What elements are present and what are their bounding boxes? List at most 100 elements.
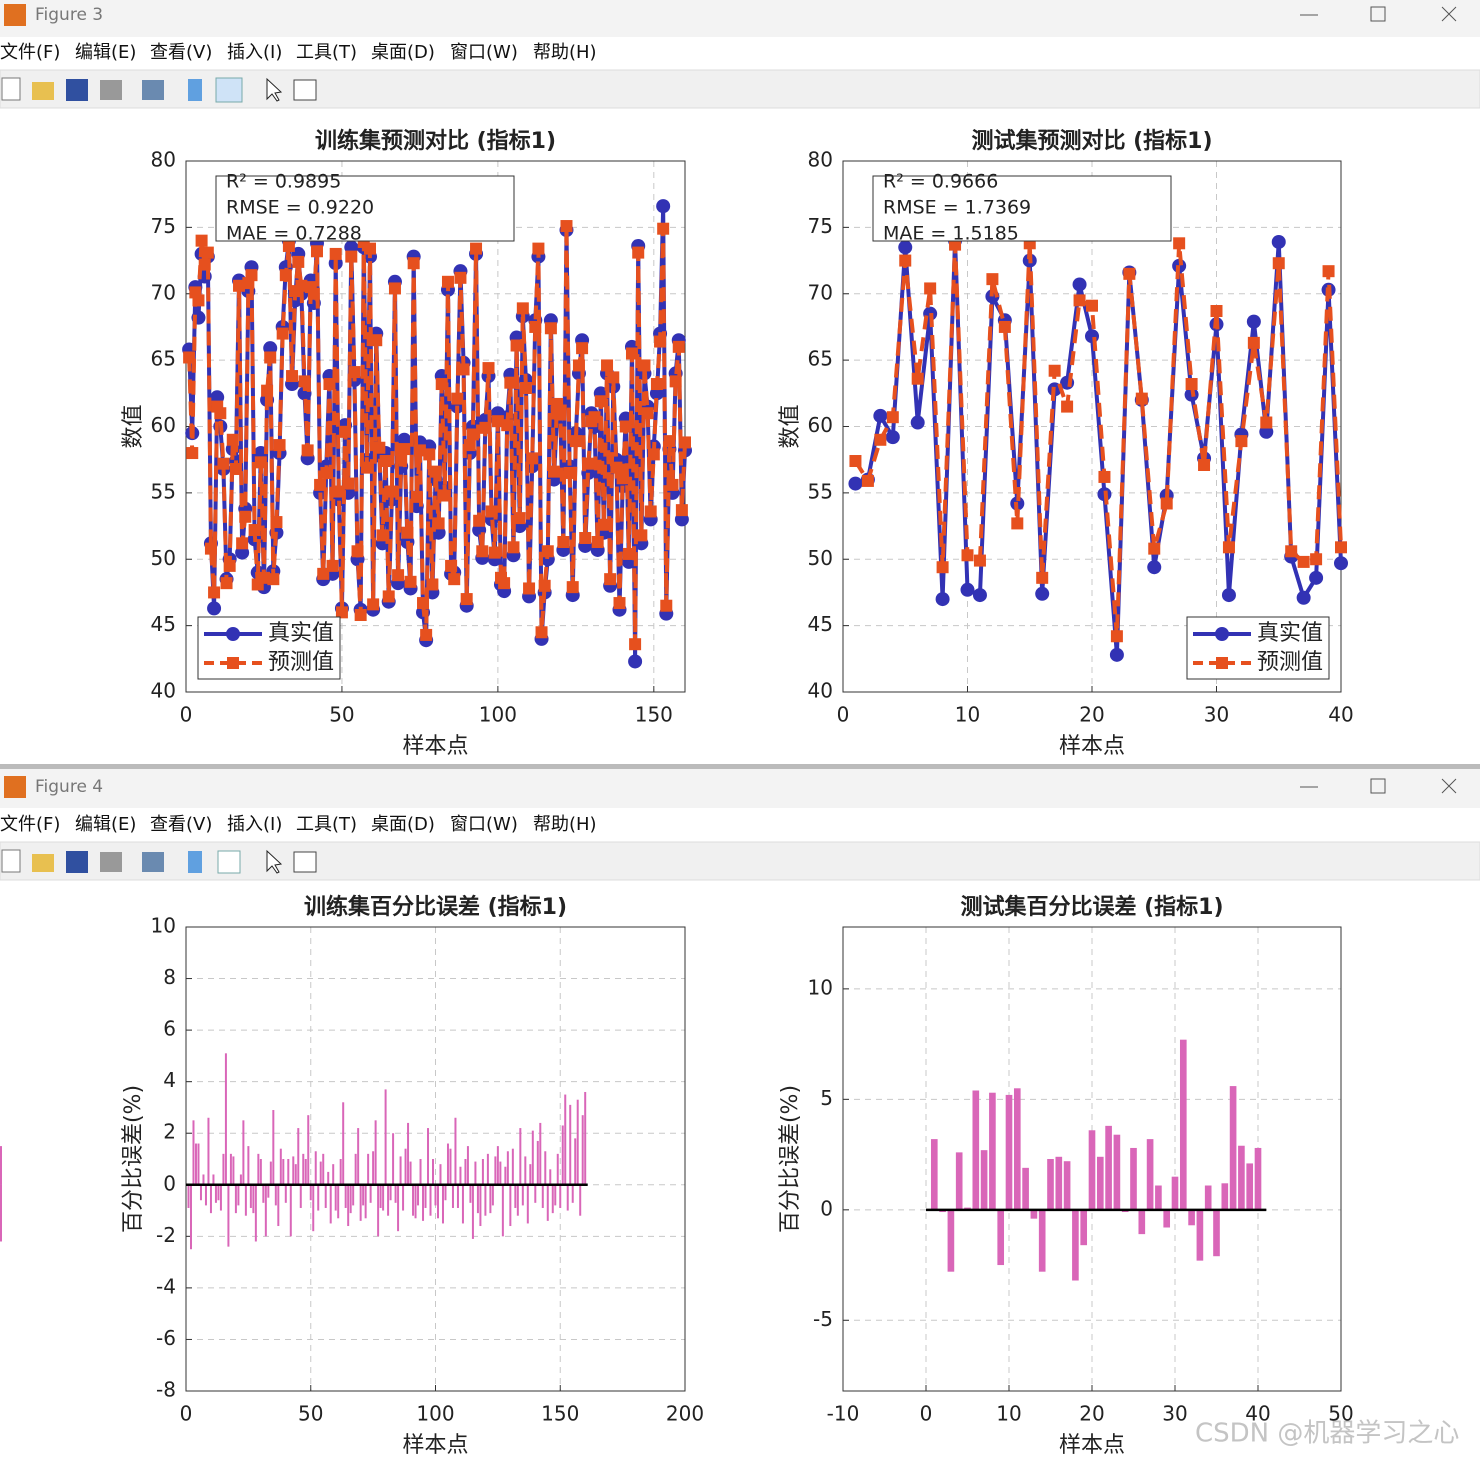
bar bbox=[279, 1148, 282, 1185]
menu-item[interactable]: 编辑(E) bbox=[75, 42, 136, 63]
marker bbox=[198, 258, 211, 271]
bar bbox=[197, 1143, 200, 1185]
tool-print[interactable] bbox=[100, 80, 122, 100]
bar bbox=[1246, 1163, 1254, 1210]
tool-print[interactable] bbox=[100, 852, 122, 872]
menu-item[interactable]: 查看(V) bbox=[150, 42, 212, 63]
bar bbox=[989, 1092, 996, 1210]
bar bbox=[0, 1151, 2, 1185]
tool-inspector[interactable] bbox=[293, 79, 317, 101]
tool-inspector[interactable] bbox=[293, 851, 317, 873]
marker bbox=[672, 340, 685, 353]
marker bbox=[214, 407, 227, 420]
menu-item[interactable]: 工具(T) bbox=[296, 814, 357, 835]
bar bbox=[1196, 1209, 1204, 1261]
marker bbox=[504, 376, 517, 389]
marker bbox=[1072, 277, 1087, 292]
bar bbox=[1146, 1139, 1154, 1210]
marker bbox=[1085, 329, 1099, 344]
tool-link[interactable] bbox=[142, 852, 164, 872]
marker bbox=[370, 334, 383, 347]
marker bbox=[201, 246, 214, 259]
menu-item[interactable]: 桌面(D) bbox=[371, 42, 435, 63]
menu-item[interactable]: 编辑(E) bbox=[75, 814, 136, 835]
marker bbox=[986, 273, 999, 286]
bar bbox=[501, 1184, 504, 1237]
window-4: Figure 4 bbox=[0, 769, 1480, 881]
tool-pointer[interactable] bbox=[266, 849, 283, 874]
tool-colorbar[interactable] bbox=[188, 851, 202, 873]
marker bbox=[632, 246, 645, 259]
tool-colorbar[interactable] bbox=[188, 79, 202, 101]
bar bbox=[1022, 1167, 1029, 1210]
x-tick-label: 0 bbox=[180, 1402, 193, 1426]
bar bbox=[432, 1159, 435, 1185]
marker bbox=[413, 444, 426, 457]
marker bbox=[276, 327, 289, 340]
bar bbox=[551, 1184, 554, 1214]
bar bbox=[1163, 1209, 1171, 1228]
menu-item[interactable]: 窗口(W) bbox=[450, 42, 518, 63]
tool-link[interactable] bbox=[142, 80, 164, 100]
y-axis-label: 数值 bbox=[778, 404, 803, 448]
bar bbox=[354, 1153, 357, 1185]
marker bbox=[910, 415, 925, 430]
bar bbox=[1013, 1088, 1021, 1210]
bar bbox=[384, 1089, 387, 1185]
x-tick-label: 150 bbox=[635, 703, 673, 727]
marker bbox=[563, 466, 576, 479]
menu-item[interactable]: 桌面(D) bbox=[371, 814, 435, 835]
tool-save[interactable] bbox=[66, 79, 88, 101]
bar bbox=[204, 1184, 207, 1206]
tool-legend[interactable] bbox=[215, 77, 243, 103]
toolbar-icons bbox=[1, 849, 317, 874]
marker bbox=[254, 456, 267, 469]
marker bbox=[207, 601, 222, 616]
marker bbox=[1260, 416, 1273, 429]
bar bbox=[1088, 1130, 1096, 1210]
tool-legend[interactable] bbox=[217, 850, 241, 874]
tool-pointer[interactable] bbox=[266, 77, 283, 102]
marker bbox=[323, 378, 336, 391]
menu-item[interactable]: 文件(F) bbox=[0, 42, 60, 63]
tool-open[interactable] bbox=[32, 854, 54, 872]
maximize[interactable] bbox=[1370, 6, 1386, 22]
marker bbox=[657, 222, 670, 235]
bar bbox=[199, 1184, 202, 1201]
marker bbox=[529, 320, 542, 333]
watermark: CSDN @机器学习之心 bbox=[1195, 1419, 1459, 1449]
tool-open[interactable] bbox=[32, 82, 54, 100]
tool-new[interactable] bbox=[1, 77, 21, 101]
marker bbox=[885, 430, 900, 445]
tool-save[interactable] bbox=[66, 851, 88, 873]
tool-new[interactable] bbox=[1, 849, 21, 873]
window-3: Figure 3 bbox=[0, 0, 1480, 109]
marker bbox=[1011, 517, 1024, 530]
close[interactable] bbox=[1441, 778, 1457, 794]
menu-item[interactable]: 文件(F) bbox=[0, 814, 60, 835]
bar bbox=[254, 1184, 257, 1242]
marker bbox=[229, 462, 242, 475]
bar bbox=[469, 1184, 472, 1203]
maximize[interactable] bbox=[1370, 778, 1386, 794]
marker bbox=[1086, 299, 1098, 312]
marker bbox=[329, 247, 342, 260]
legend bbox=[1186, 616, 1330, 680]
menu-item[interactable]: 插入(I) bbox=[227, 42, 282, 63]
menu-item[interactable]: 帮助(H) bbox=[533, 42, 597, 63]
menu-item[interactable]: 查看(V) bbox=[150, 814, 212, 835]
bar bbox=[349, 1184, 352, 1214]
x-tick-label: 0 bbox=[920, 1402, 933, 1426]
bar bbox=[382, 1184, 385, 1211]
bar bbox=[0, 1184, 2, 1242]
marker bbox=[886, 411, 899, 424]
menu-item[interactable]: 窗口(W) bbox=[450, 814, 518, 835]
close[interactable] bbox=[1441, 6, 1457, 22]
marker bbox=[204, 542, 217, 555]
marker bbox=[342, 477, 355, 490]
bar bbox=[272, 1110, 275, 1185]
menu-item[interactable]: 帮助(H) bbox=[533, 814, 597, 835]
bar bbox=[207, 1117, 210, 1185]
menu-item[interactable]: 工具(T) bbox=[296, 42, 357, 63]
menu-item[interactable]: 插入(I) bbox=[227, 814, 282, 835]
